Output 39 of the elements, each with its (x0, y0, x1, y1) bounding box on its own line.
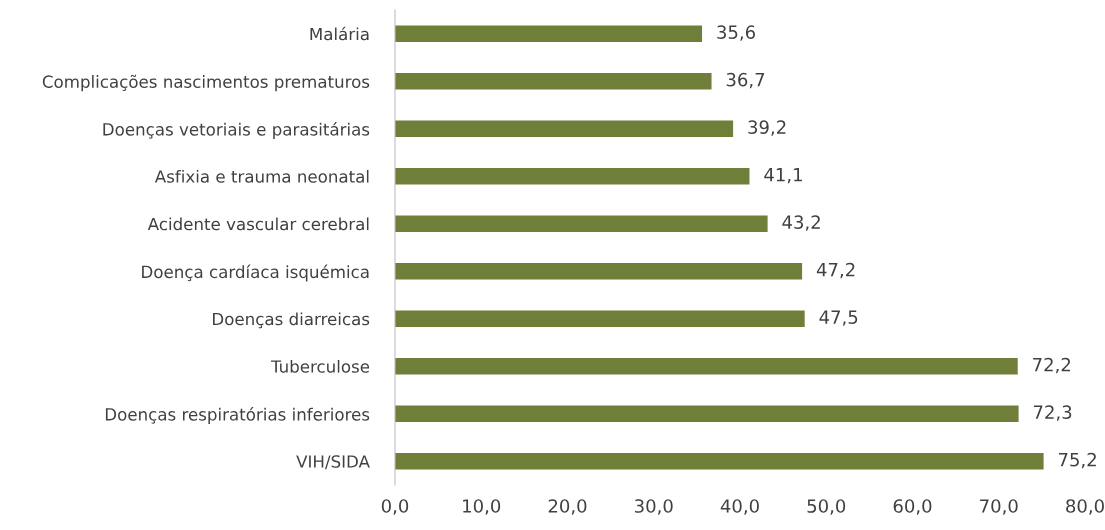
y-tick-label: Doenças vetoriais e parasitárias (103, 122, 370, 139)
x-tick-label: 20,0 (548, 499, 587, 515)
y-tick-label: Malária (310, 26, 369, 41)
data-label: 72,2 (1033, 357, 1071, 374)
data-label: 47,5 (819, 310, 858, 326)
x-tick-label: 80,0 (1066, 499, 1104, 515)
bar (395, 72, 712, 90)
y-tick-label: Complicações nascimentos prematuros (42, 74, 370, 92)
y-tick-label: Doenças diarreicas (213, 312, 370, 329)
bar (395, 357, 1018, 375)
x-tick-label: 0,0 (381, 499, 409, 515)
bar (395, 405, 1019, 423)
x-tick-label: 10,0 (463, 499, 501, 515)
y-tick-label: VIH/SIDA (296, 455, 370, 470)
y-tick-label: Doenças respiratórias inferiores (105, 407, 370, 424)
data-label: 43,2 (782, 215, 820, 231)
bar (395, 120, 734, 138)
data-label: 35,6 (717, 25, 755, 41)
data-label: 41,1 (764, 168, 802, 184)
bar (395, 310, 805, 328)
x-tick-label: 40,0 (720, 499, 759, 515)
bar (395, 167, 750, 185)
bar (395, 215, 768, 233)
y-tick-label: Tuberculose (270, 359, 370, 373)
data-label: 47,2 (816, 262, 855, 279)
data-label: 36,7 (726, 72, 765, 89)
bar (395, 25, 703, 43)
x-tick-label: 60,0 (893, 499, 932, 515)
x-tick-label: 70,0 (980, 499, 1018, 515)
bar (395, 262, 803, 280)
bar (395, 452, 1044, 470)
data-label: 39,2 (748, 120, 786, 136)
y-tick-label: Doença cardíaca isquémica (142, 264, 369, 282)
data-label: 72,3 (1033, 405, 1072, 421)
data-label: 75,2 (1058, 452, 1096, 469)
x-tick-label: 30,0 (635, 499, 673, 515)
y-tick-label: Asfixia e trauma neonatal (154, 169, 369, 183)
x-tick-label: 50,0 (807, 499, 846, 515)
y-tick-label: Acidente vascular cerebral (147, 217, 369, 231)
